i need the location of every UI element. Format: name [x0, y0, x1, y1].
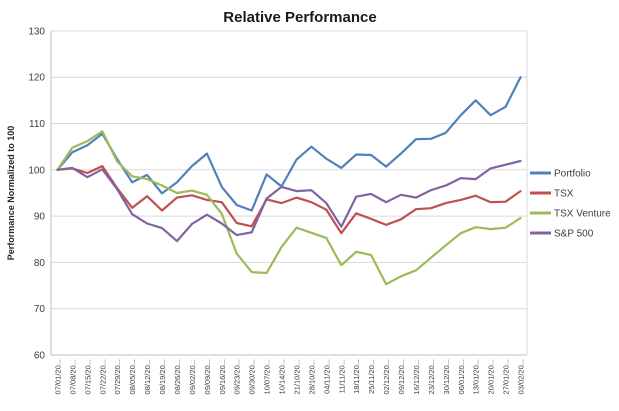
- x-tick-label-30: 27/01/20...: [502, 359, 511, 394]
- x-tick-label-24: 16/12/20...: [412, 359, 421, 394]
- x-tick-label-10: 09/09/20...: [203, 359, 212, 394]
- y-tick-label-110: 110: [29, 119, 45, 130]
- series-lines: [56, 76, 522, 286]
- x-tick-label-26: 30/12/20...: [442, 359, 451, 394]
- y-tick-labels: 60 70 80 90 100 110 120 130: [28, 26, 45, 361]
- series-line-s-p-500[interactable]: [56, 159, 522, 243]
- x-tick-label-19: 11/11/20...: [337, 359, 346, 393]
- y-tick-label-70: 70: [34, 304, 46, 315]
- x-tick-label-8: 08/26/20...: [173, 359, 182, 394]
- legend-label: S&P 500: [554, 229, 594, 240]
- x-tick-label-15: 10/14/20...: [278, 359, 287, 394]
- series-line-portfolio[interactable]: [56, 76, 522, 212]
- x-tick-label-28: 13/01/20...: [472, 359, 481, 394]
- chart-title: Relative Performance: [223, 9, 376, 26]
- y-axis-title: Performance Normalized to 100: [6, 126, 16, 261]
- x-tick-labels: 07/01/20... 07/08/20... 07/15/20... 07/22/2…: [54, 359, 526, 394]
- x-tick-label-27: 06/01/20...: [457, 359, 466, 394]
- y-tick-label-120: 120: [28, 73, 45, 84]
- x-tick-label-7: 08/19/20...: [158, 359, 167, 394]
- x-tick-label-1: 07/08/20...: [68, 359, 77, 394]
- x-tick-label-21: 25/11/20...: [367, 359, 376, 394]
- x-tick-label-5: 08/05/20...: [128, 359, 137, 394]
- x-tick-label-9: 09/02/20...: [188, 359, 197, 394]
- x-tick-label-31: 03/02/20...: [517, 359, 526, 394]
- series-line-tsx-venture[interactable]: [56, 130, 522, 286]
- legend-item-portfolio[interactable]: Portfolio: [530, 169, 591, 180]
- gridlines: [51, 30, 527, 356]
- x-tick-label-6: 08/12/20...: [143, 359, 152, 394]
- axes: [50, 30, 528, 355]
- legend-item-tsx-venture[interactable]: TSX Venture: [530, 209, 611, 220]
- x-tick-label-20: 18/11/20...: [352, 359, 361, 394]
- x-tick-label-14: 10/07/20...: [263, 359, 272, 394]
- x-tick-label-11: 09/16/20...: [218, 359, 227, 394]
- x-tick-label-25: 23/12/20...: [427, 359, 436, 394]
- x-tick-label-23: 09/12/20...: [397, 359, 406, 394]
- y-tick-label-130: 130: [28, 26, 45, 37]
- y-tick-label-100: 100: [28, 165, 45, 176]
- x-tick-label-22: 02/12/20...: [382, 359, 391, 394]
- x-tick-label-12: 09/23/20...: [233, 359, 242, 394]
- legend-label: Portfolio: [554, 169, 591, 180]
- x-tick-label-17: 28/10/20...: [307, 359, 316, 394]
- x-tick-label-29: 20/01/20...: [487, 359, 496, 394]
- y-tick-label-90: 90: [34, 212, 46, 223]
- x-tick-label-4: 07/29/20...: [113, 359, 122, 394]
- series-line-tsx[interactable]: [56, 165, 522, 235]
- x-tick-label-16: 21/10/20...: [292, 359, 301, 394]
- legend-label: TSX Venture: [554, 209, 611, 220]
- legend-item-s-p-500[interactable]: S&P 500: [530, 229, 594, 240]
- legend-label: TSX: [554, 189, 574, 200]
- legend-item-tsx[interactable]: TSX: [530, 189, 574, 200]
- y-tick-label-60: 60: [34, 351, 46, 362]
- x-tick-label-3: 07/22/20...: [98, 359, 107, 394]
- y-tick-label-80: 80: [34, 258, 46, 269]
- x-tick-label-13: 09/30/20...: [248, 359, 257, 394]
- x-tick-label-0: 07/01/20...: [54, 359, 63, 394]
- x-tick-label-18: 04/11/20...: [322, 359, 331, 394]
- x-tick-label-2: 07/15/20...: [83, 359, 92, 394]
- legend: Portfolio TSX TSX Venture S&P 500: [530, 169, 611, 240]
